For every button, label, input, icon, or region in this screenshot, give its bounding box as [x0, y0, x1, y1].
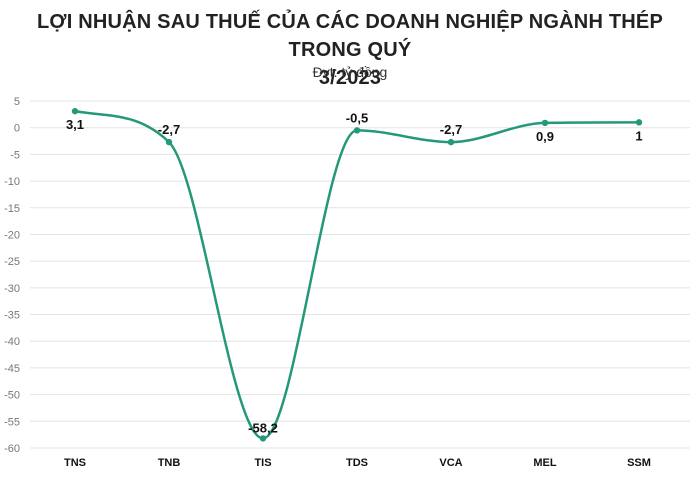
- y-tick-label: -50: [4, 390, 20, 402]
- data-label: -2,7: [158, 122, 180, 137]
- data-point: [635, 119, 643, 126]
- y-tick-label: -5: [10, 149, 20, 161]
- chart-title-line-2: 3/2023: [318, 67, 382, 89]
- chart-subtitle: Đvt: tỷ đồng: [312, 64, 388, 80]
- data-label: -2,7: [440, 122, 462, 137]
- y-tick-label: -15: [4, 203, 20, 215]
- data-point: [353, 127, 361, 134]
- data-label: 0,9: [536, 129, 554, 144]
- y-tick-label: -40: [4, 336, 20, 348]
- series-line: [73, 109, 641, 440]
- x-tick-label: TNS: [64, 457, 86, 469]
- data-point: [71, 107, 79, 115]
- y-tick-label: -25: [4, 256, 20, 268]
- x-tick-label: MEL: [533, 457, 557, 469]
- y-tick-label: 0: [14, 123, 20, 135]
- chart-title: LỢI NHUẬN SAU THUẾ CỦA CÁC DOANH NGHIỆP …: [0, 8, 700, 92]
- data-label: -58,2: [248, 420, 278, 435]
- data-point: [165, 138, 173, 146]
- y-tick-label: -10: [4, 176, 20, 188]
- y-tick-label: -55: [4, 416, 20, 428]
- y-tick-label: -45: [4, 363, 20, 375]
- data-point: [541, 119, 549, 127]
- y-tick-label: -30: [4, 283, 20, 295]
- y-tick-label: -60: [4, 443, 20, 455]
- data-labels: 3,1 -2,7 -58,2 -0,5 -2,7 0,9 1: [66, 110, 643, 435]
- x-axis-ticks: TNS TNB TIS TDS VCA MEL SSM: [64, 457, 651, 469]
- x-tick-label: SSM: [627, 457, 651, 469]
- data-point: [259, 435, 267, 442]
- x-tick-label: TDS: [346, 457, 368, 469]
- x-tick-label: TNB: [158, 457, 181, 469]
- data-label: 3,1: [66, 117, 84, 132]
- x-tick-label: VCA: [439, 457, 462, 469]
- y-tick-label: -20: [4, 229, 20, 241]
- chart-title-line-1: LỢI NHUẬN SAU THUẾ CỦA CÁC DOANH NGHIỆP …: [37, 11, 663, 61]
- y-axis-ticks: 5 0 -5 -10 -15 -20 -25 -30 -35 -40 -45 -50 -55 -60: [4, 96, 20, 455]
- data-point: [447, 138, 455, 146]
- y-tick-label: 5: [14, 96, 20, 108]
- data-label: -0,5: [346, 110, 368, 125]
- gridlines: [30, 100, 690, 449]
- data-points: [71, 107, 643, 442]
- x-tick-label: TIS: [254, 457, 271, 469]
- data-label: 1: [635, 128, 642, 143]
- y-tick-label: -35: [4, 310, 20, 322]
